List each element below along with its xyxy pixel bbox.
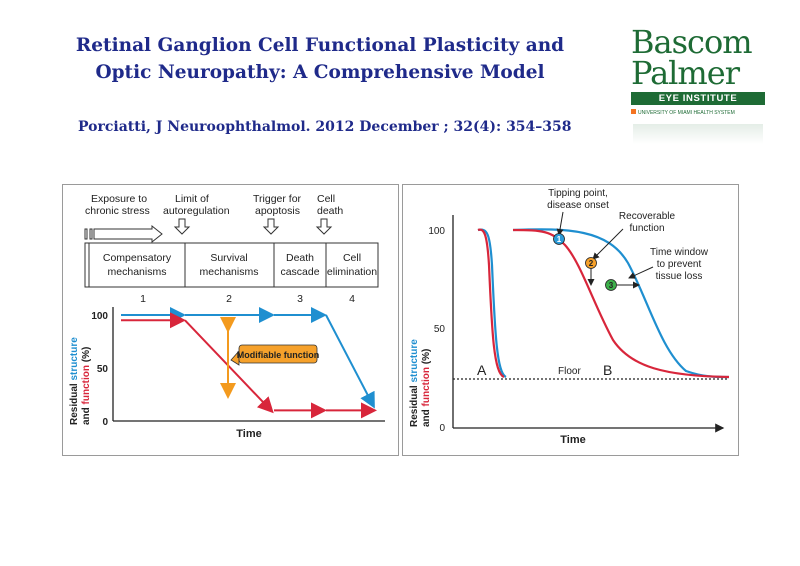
citation: Porciatti, J Neuroophthalmol. 2012 Decem…: [78, 119, 572, 135]
marker-3-circle: [605, 279, 617, 291]
stage-box-edge: [84, 242, 90, 288]
title-line-1: Retinal Ganglion Cell Functional Plastic…: [75, 35, 565, 56]
exposure-right-arrow-icon: [93, 224, 163, 244]
left-diagram: Exposure to chronic stress Limit of auto…: [69, 193, 385, 440]
stage-4-line2: elimination: [327, 266, 377, 278]
curve-b-function: [512, 228, 730, 379]
modifiable-function-box: [238, 344, 318, 364]
marker-1-circle: [553, 233, 565, 245]
marker-3-label: 3: [609, 281, 614, 290]
limit-down-arrow-icon: [173, 218, 191, 235]
structure-segment-4: [325, 314, 375, 409]
left-ytick-50: 50: [97, 364, 109, 375]
annotation-window-line3: tissue loss: [656, 271, 703, 282]
stage-box-1: [84, 242, 186, 288]
left-ytick-100: 100: [91, 311, 108, 322]
curve-label-a: A: [477, 362, 487, 378]
logo-reflection: [633, 124, 763, 144]
left-y-label-function: function: [81, 365, 92, 404]
stage-2-line2: mechanisms: [200, 266, 259, 278]
logo-university-text: UNIVERSITY OF MIAMI HEALTH SYSTEM: [638, 110, 735, 116]
annotation-recoverable-line2: function: [629, 223, 664, 234]
label-trigger-line1: Trigger for: [253, 193, 302, 205]
stage-4-number: 4: [349, 293, 355, 305]
right-y-label-structure: structure: [409, 339, 420, 383]
trigger-down-arrow-icon: [262, 218, 280, 235]
stage-1-number: 1: [140, 293, 146, 305]
right-x-axis-label: Time: [560, 434, 585, 446]
logo-word-bascom: Bascom: [631, 23, 753, 61]
right-ytick-50: 50: [434, 324, 446, 335]
right-y-label-line2: and function (%): [421, 349, 432, 427]
stage-2-line1: Survival: [210, 252, 247, 264]
marker-2-circle: [585, 257, 597, 269]
annotation-window-line2: to prevent: [657, 259, 702, 270]
right-ytick-0: 0: [439, 423, 445, 434]
label-exposure-line2: chronic stress: [85, 205, 150, 217]
label-trigger-line2: apoptosis: [255, 205, 300, 217]
tipping-pointer: [556, 211, 564, 236]
exposure-bar-icon: [84, 228, 88, 240]
right-ytick-100: 100: [428, 226, 445, 237]
curve-label-b: B: [603, 362, 612, 378]
curve-a-structure: [477, 228, 507, 379]
stage-box-4: [325, 242, 379, 288]
title-line-2: Optic Neuropathy: A Comprehensive Model: [95, 62, 545, 83]
stage-1-line1: Compensatory: [103, 252, 172, 264]
label-cell-line1: Cell: [317, 193, 335, 205]
left-series-group: [121, 307, 377, 419]
stage-2-number: 2: [226, 293, 232, 305]
marker-1-label: 1: [557, 235, 562, 244]
stage-4-line1: Cell: [343, 252, 361, 264]
modifiable-function-label: Modifiable function: [237, 350, 320, 360]
stage-3-line2: cascade: [280, 266, 319, 278]
marker-2-label: 2: [589, 259, 594, 268]
annotation-tipping-line1: Tipping point,: [548, 188, 608, 199]
recoverable-pointer: [592, 228, 624, 260]
annotation-tipping-line2: disease onset: [547, 200, 609, 211]
floor-label: Floor: [558, 366, 581, 377]
left-y-label-structure: structure: [69, 337, 80, 381]
stage-box-2: [184, 242, 275, 288]
right-diagram-panel: Tipping point, disease onset Recoverable…: [402, 184, 739, 456]
left-ytick-0: 0: [102, 417, 108, 428]
label-cell-line2: death: [317, 205, 343, 217]
logo-eye-institute: EYE INSTITUTE: [631, 92, 765, 105]
label-limit-line2: autoregulation: [163, 205, 230, 217]
logo-u-mark-icon: [631, 109, 636, 114]
left-y-label-line2: and function (%): [81, 347, 92, 425]
logo-word-palmer: Palmer: [631, 54, 740, 92]
annotation-window-line1: Time window: [650, 247, 709, 258]
exposure-bar-icon-2: [89, 228, 93, 240]
right-diagram: Tipping point, disease onset Recoverable…: [409, 188, 730, 446]
curve-a-function: [477, 228, 505, 379]
stage-1-line2: mechanisms: [108, 266, 167, 278]
stage-box-3: [273, 242, 327, 288]
death-down-arrow-icon: [315, 218, 333, 235]
left-y-label-line1: Residual structure: [69, 337, 80, 425]
window-pointer: [628, 266, 654, 279]
stage-3-line1: Death: [286, 252, 314, 264]
label-limit-line1: Limit of: [175, 193, 209, 205]
right-y-label-line1: Residual structure: [409, 339, 420, 427]
logo-university-line: UNIVERSITY OF MIAMI HEALTH SYSTEM: [631, 109, 735, 116]
bascom-palmer-logo: Bascom Palmer EYE INSTITUTE UNIVERSITY O…: [627, 24, 777, 154]
page-title: Retinal Ganglion Cell Functional Plastic…: [40, 32, 600, 86]
right-y-label-function: function: [421, 367, 432, 406]
stage-3-number: 3: [297, 293, 303, 305]
left-diagram-panel: Exposure to chronic stress Limit of auto…: [62, 184, 399, 456]
left-x-axis-label: Time: [236, 428, 261, 440]
label-exposure-line1: Exposure to: [91, 193, 147, 205]
annotation-recoverable-line1: Recoverable: [619, 211, 676, 222]
modifiable-function-indicator: Modifiable function: [220, 317, 320, 399]
